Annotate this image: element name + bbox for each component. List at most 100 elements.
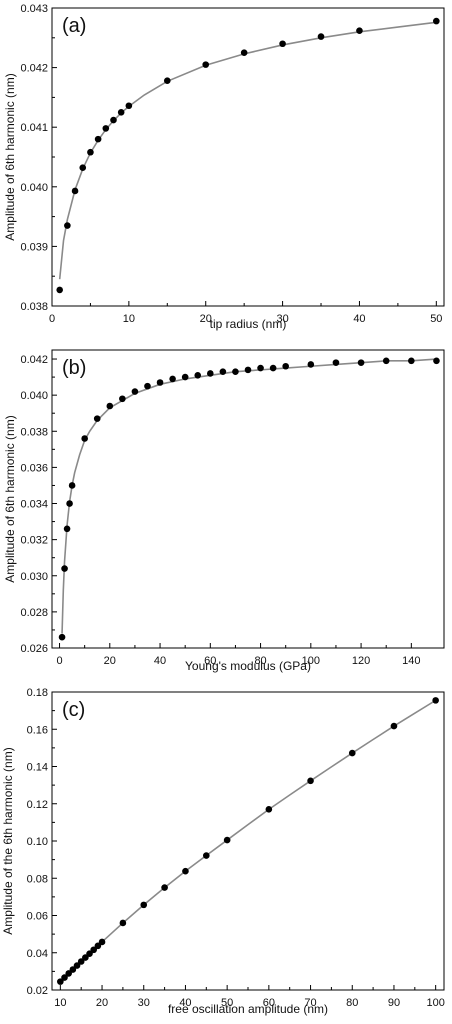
y-tick-label: 0.06 (27, 911, 48, 923)
x-tick-label: 30 (138, 997, 150, 1009)
x-axis-title: tip radius (nm) (210, 317, 287, 331)
data-point (169, 375, 176, 383)
y-tick-label: 0.042 (20, 63, 48, 75)
data-point (194, 371, 202, 379)
x-axis-title: Young's modulus (GPa) (185, 659, 311, 673)
data-point (57, 978, 64, 985)
data-point (433, 357, 440, 365)
x-tick-label: 140 (402, 655, 420, 667)
data-point (432, 697, 439, 704)
data-point (61, 974, 68, 981)
fit-line (58, 21, 437, 280)
data-point (119, 395, 126, 403)
y-tick-label: 0.032 (20, 535, 48, 547)
fit-line (59, 699, 437, 983)
panel-label: (b) (62, 357, 86, 379)
data-point (93, 415, 101, 422)
x-tick-label: 20 (104, 655, 116, 667)
data-point (317, 33, 325, 40)
data-point (79, 164, 87, 172)
data-point (144, 382, 151, 390)
data-point (433, 17, 440, 25)
data-point (71, 187, 79, 195)
data-point (65, 970, 72, 977)
x-tick-label: 30 (276, 313, 288, 325)
data-point (94, 135, 102, 143)
data-point (86, 950, 93, 957)
data-point (94, 942, 102, 950)
data-point (390, 722, 398, 730)
x-tick-label: 0 (49, 313, 55, 325)
data-point (82, 954, 89, 961)
x-axis-title: free oscillation amplitude (nm) (168, 1002, 328, 1016)
data-point (244, 366, 252, 374)
y-tick-label: 0.026 (20, 643, 48, 655)
data-point (408, 357, 415, 365)
data-point (77, 958, 85, 965)
data-point (87, 148, 94, 156)
y-tick-label: 0.040 (20, 182, 48, 194)
x-tick-label: 40 (154, 655, 166, 667)
x-tick-label: 60 (263, 997, 275, 1009)
x-tick-label: 50 (430, 313, 442, 325)
y-tick-label: 0.041 (20, 122, 48, 134)
y-tick-label: 0.036 (20, 462, 48, 474)
x-tick-label: 120 (352, 655, 370, 667)
x-tick-label: 70 (304, 997, 316, 1009)
data-point (90, 946, 98, 954)
y-tick-label: 0.16 (27, 724, 48, 736)
fit-line (61, 358, 437, 634)
data-point (269, 364, 277, 372)
data-point (182, 867, 189, 875)
x-tick-label: 20 (96, 997, 108, 1009)
panel-b: 0 20 40 60 80 100 120 140 0.026 0.028 0.030 0.032 0.… (3, 349, 445, 673)
x-tick-label: 0 (56, 655, 62, 667)
data-point (64, 222, 71, 229)
data-point (348, 749, 356, 757)
y-tick-label: 0.038 (20, 426, 48, 438)
data-point (356, 27, 363, 34)
data-point (63, 525, 71, 533)
data-point (110, 116, 117, 124)
plot-frame (51, 691, 445, 991)
y-tick-label: 0.08 (27, 873, 48, 885)
x-tick-label: 100 (302, 655, 320, 667)
panel-label: (a) (62, 15, 86, 37)
data-point (140, 901, 148, 909)
data-point (102, 125, 110, 132)
x-tick-label: 10 (123, 313, 135, 325)
y-axis-title: Amplitude of the 6th harmonic (nm) (1, 747, 15, 934)
data-point (117, 109, 125, 116)
data-point (307, 361, 315, 368)
data-point (279, 40, 286, 48)
x-tick-label: 80 (346, 997, 358, 1009)
panel-c: 10 20 30 40 50 60 70 80 90 100 0.02 0.04 0.06 0.08 0.1… (1, 687, 445, 1016)
panel-a: 0 10 20 30 40 50 0.038 0.039 0.040 0.041 0.042 0.04… (3, 3, 445, 331)
data-point (357, 359, 365, 366)
plot-frame (51, 349, 445, 649)
data-point (98, 938, 106, 946)
data-point (156, 379, 164, 386)
x-tick-label: 60 (204, 655, 216, 667)
y-tick-label: 0.10 (27, 836, 48, 848)
y-axis-title: Amplitude of 6th harmonic (nm) (3, 73, 17, 240)
y-tick-label: 0.14 (27, 762, 48, 774)
data-point (66, 500, 73, 507)
data-point (207, 370, 214, 377)
y-tick-label: 0.039 (20, 241, 48, 253)
data-point (202, 61, 210, 68)
x-tick-label: 90 (388, 997, 400, 1009)
data-point (131, 388, 139, 395)
data-point (240, 49, 248, 56)
y-tick-label: 0.030 (20, 571, 48, 583)
y-tick-label: 0.042 (20, 354, 48, 366)
data-point (332, 359, 340, 366)
y-tick-label: 0.18 (27, 687, 48, 699)
y-tick-label: 0.028 (20, 607, 48, 619)
data-point (106, 402, 114, 410)
x-tick-label: 50 (221, 997, 233, 1009)
data-point (161, 884, 168, 891)
data-point (181, 373, 189, 381)
data-point (58, 633, 66, 641)
data-point (257, 364, 264, 372)
